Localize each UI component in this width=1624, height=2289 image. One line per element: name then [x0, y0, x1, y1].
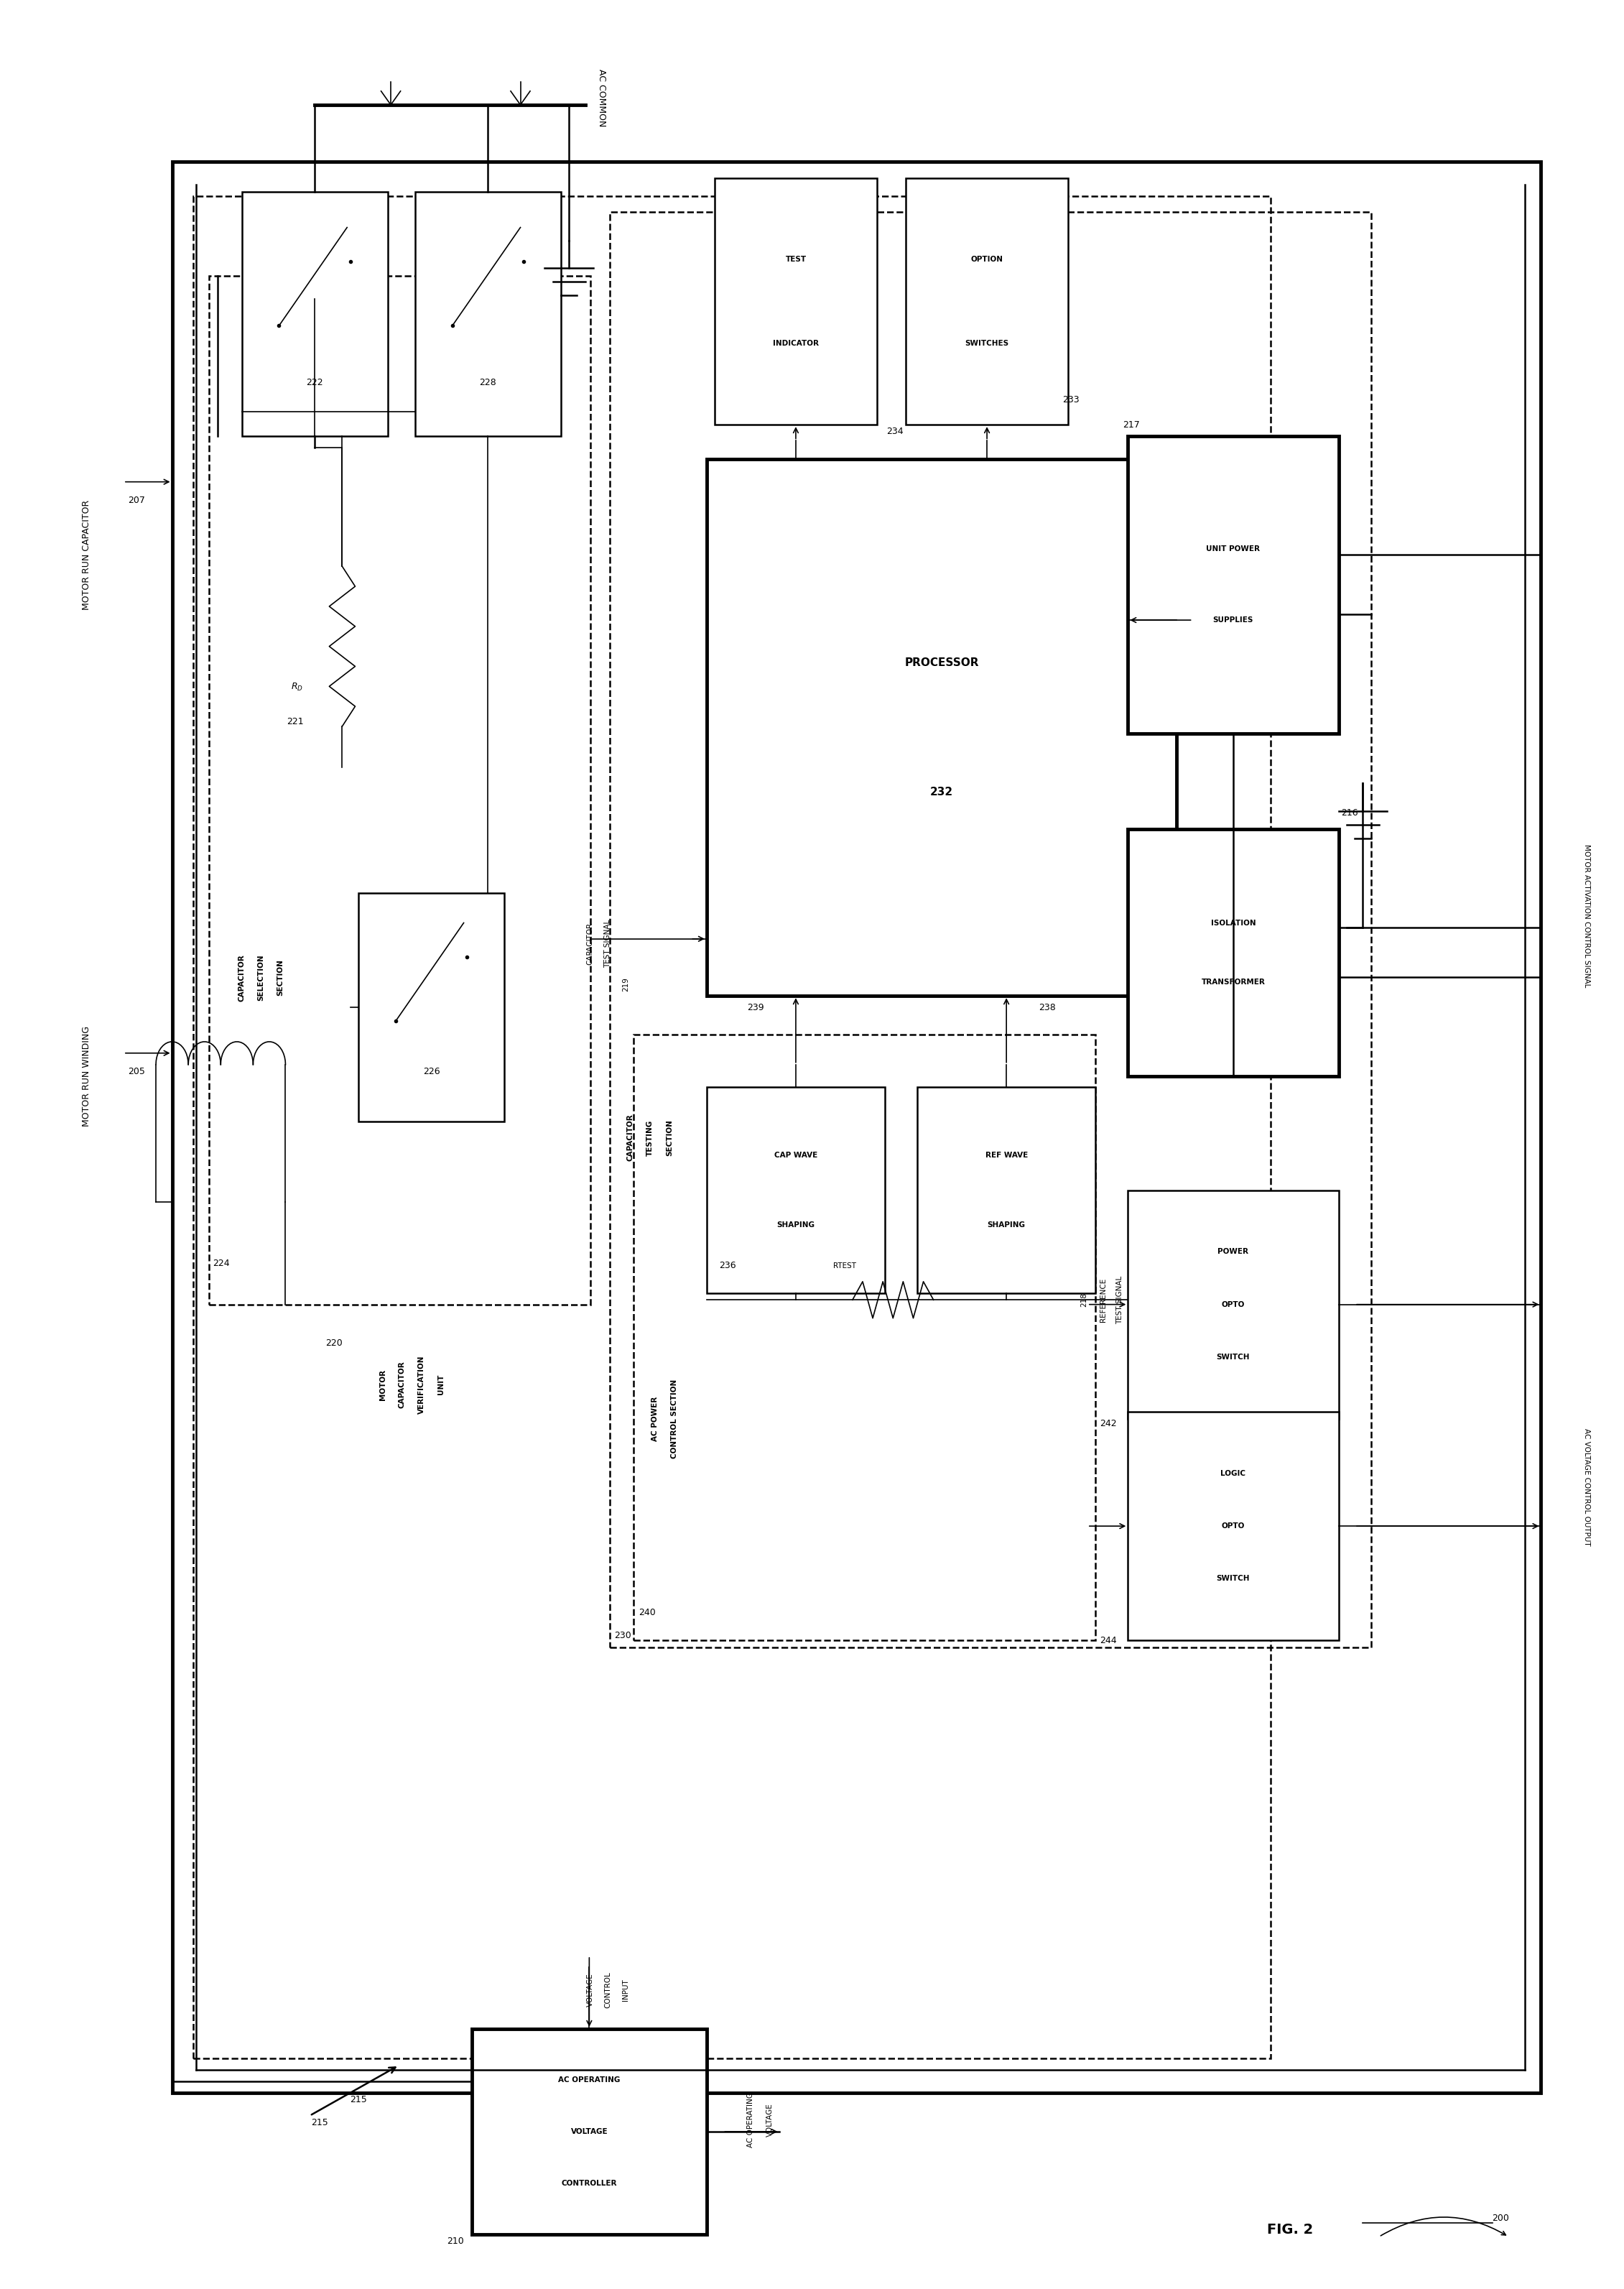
- Text: VERIFICATION: VERIFICATION: [417, 1355, 425, 1415]
- Text: CAPACITOR: CAPACITOR: [627, 1115, 633, 1161]
- Text: TRANSFORMER: TRANSFORMER: [1202, 980, 1265, 987]
- Text: 210: 210: [447, 2236, 464, 2246]
- Text: 230: 230: [614, 1632, 632, 1641]
- Text: 233: 233: [1062, 396, 1080, 405]
- Text: SWITCH: SWITCH: [1216, 1353, 1250, 1360]
- Text: SWITCHES: SWITCHES: [965, 339, 1009, 348]
- Bar: [209, 277, 590, 1305]
- Text: INDICATOR: INDICATOR: [773, 339, 818, 348]
- Text: 220: 220: [325, 1339, 343, 1348]
- Text: FIG. 2: FIG. 2: [1267, 2223, 1312, 2236]
- Text: 242: 242: [1099, 1419, 1117, 1428]
- Text: 224: 224: [213, 1259, 229, 1268]
- Bar: [706, 460, 1176, 996]
- Bar: [473, 2028, 706, 2234]
- Text: SHAPING: SHAPING: [776, 1222, 815, 1229]
- Text: $R_D$: $R_D$: [291, 682, 304, 694]
- Text: 200: 200: [1492, 2213, 1509, 2223]
- Bar: [1129, 1412, 1338, 1641]
- Bar: [906, 179, 1069, 426]
- Text: SUPPLIES: SUPPLIES: [1213, 616, 1254, 625]
- Text: 240: 240: [638, 1609, 656, 1618]
- Text: AC COMMON: AC COMMON: [596, 69, 606, 126]
- Text: LOGIC: LOGIC: [1221, 1470, 1246, 1476]
- Text: SWITCH: SWITCH: [1216, 1575, 1250, 1582]
- Text: SECTION: SECTION: [666, 1119, 672, 1156]
- Bar: [609, 213, 1371, 1648]
- Text: TEST SIGNAL: TEST SIGNAL: [1116, 1275, 1124, 1323]
- Text: CONTROL: CONTROL: [604, 1971, 612, 2007]
- Text: VOLTAGE: VOLTAGE: [570, 2129, 607, 2136]
- Text: MOTOR ACTIVATION CONTROL SIGNAL: MOTOR ACTIVATION CONTROL SIGNAL: [1583, 845, 1590, 987]
- Bar: [1129, 1190, 1338, 1419]
- Text: 244: 244: [1099, 1637, 1117, 1646]
- Text: TEST SIGNAL: TEST SIGNAL: [604, 920, 612, 968]
- Text: 218: 218: [1080, 1293, 1088, 1307]
- Text: CAPACITOR: CAPACITOR: [239, 955, 245, 1000]
- Text: 216: 216: [1341, 808, 1358, 817]
- Text: 239: 239: [747, 1003, 763, 1012]
- Text: UNIT POWER: UNIT POWER: [1207, 545, 1260, 552]
- Text: 215: 215: [349, 2094, 367, 2104]
- Text: AC POWER: AC POWER: [651, 1396, 658, 1442]
- Text: 234: 234: [887, 428, 903, 437]
- Text: ISOLATION: ISOLATION: [1212, 920, 1255, 927]
- Text: 228: 228: [479, 378, 497, 387]
- Text: SELECTION: SELECTION: [258, 955, 265, 1000]
- Bar: [416, 192, 560, 437]
- Bar: [193, 197, 1270, 2058]
- Bar: [242, 192, 388, 437]
- Text: OPTO: OPTO: [1221, 1300, 1246, 1307]
- Text: CONTROLLER: CONTROLLER: [562, 2179, 617, 2186]
- Bar: [633, 1035, 1096, 1641]
- Text: PROCESSOR: PROCESSOR: [905, 657, 979, 668]
- Text: MOTOR RUN CAPACITOR: MOTOR RUN CAPACITOR: [81, 499, 91, 611]
- Text: 221: 221: [286, 716, 304, 726]
- Bar: [359, 893, 503, 1122]
- Text: RTEST: RTEST: [833, 1261, 856, 1268]
- Text: 219: 219: [622, 977, 628, 991]
- Text: REF WAVE: REF WAVE: [986, 1151, 1028, 1158]
- Text: 215: 215: [310, 2117, 328, 2126]
- Text: OPTO: OPTO: [1221, 1522, 1246, 1529]
- Text: AC OPERATING: AC OPERATING: [559, 2076, 620, 2083]
- Text: CAPACITOR: CAPACITOR: [398, 1360, 406, 1408]
- Text: AC OPERATING: AC OPERATING: [747, 2092, 754, 2147]
- Text: AC VOLTAGE CONTROL OUTPUT: AC VOLTAGE CONTROL OUTPUT: [1583, 1428, 1590, 1545]
- Text: MOTOR: MOTOR: [378, 1369, 387, 1401]
- Text: TESTING: TESTING: [646, 1119, 653, 1156]
- Text: 207: 207: [128, 494, 145, 506]
- Text: OPTION: OPTION: [971, 256, 1004, 263]
- Text: 222: 222: [307, 378, 323, 387]
- Text: TEST: TEST: [786, 256, 806, 263]
- Bar: [715, 179, 877, 426]
- Text: 205: 205: [128, 1067, 145, 1076]
- Bar: [1129, 437, 1338, 732]
- Text: 226: 226: [422, 1067, 440, 1076]
- Text: CAP WAVE: CAP WAVE: [775, 1151, 817, 1158]
- Text: VOLTAGE: VOLTAGE: [586, 1973, 594, 2007]
- Bar: [918, 1087, 1096, 1293]
- Text: 236: 236: [719, 1261, 736, 1270]
- Bar: [172, 163, 1541, 2092]
- Bar: [1129, 829, 1338, 1076]
- Text: SECTION: SECTION: [278, 959, 284, 996]
- Text: SHAPING: SHAPING: [987, 1222, 1025, 1229]
- Text: 232: 232: [931, 787, 953, 797]
- Text: 217: 217: [1122, 421, 1140, 430]
- Text: CONTROL SECTION: CONTROL SECTION: [671, 1378, 677, 1458]
- Text: CAPACITOR: CAPACITOR: [586, 922, 594, 964]
- Text: 238: 238: [1038, 1003, 1056, 1012]
- Text: VOLTAGE: VOLTAGE: [767, 2104, 773, 2138]
- Text: UNIT: UNIT: [437, 1373, 445, 1394]
- Text: MOTOR RUN WINDING: MOTOR RUN WINDING: [81, 1025, 91, 1126]
- Bar: [706, 1087, 885, 1293]
- Text: REFERENCE: REFERENCE: [1099, 1277, 1108, 1321]
- Text: INPUT: INPUT: [622, 1980, 628, 2001]
- Text: POWER: POWER: [1218, 1248, 1249, 1254]
